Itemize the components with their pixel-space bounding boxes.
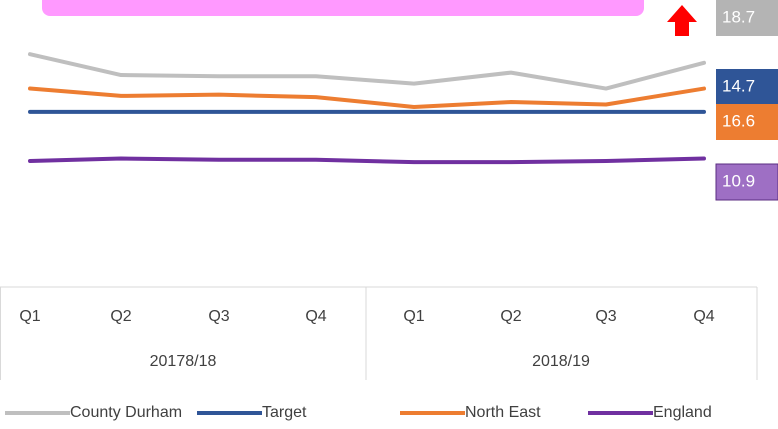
x-tick-label: Q2	[500, 308, 521, 325]
legend-label: Target	[262, 404, 307, 421]
series-line	[28, 86, 706, 109]
group-label: 2018/19	[532, 353, 590, 370]
x-tick-label: Q4	[305, 308, 326, 325]
legend-label: England	[653, 404, 712, 421]
x-tick-label: Q1	[19, 308, 40, 325]
end-label-box	[715, 163, 778, 201]
x-tick-label: Q2	[110, 308, 131, 325]
end-label: 14.7	[722, 76, 755, 95]
legend-label: North East	[465, 404, 541, 421]
end-label: 18.7	[722, 7, 755, 26]
x-tick-label: Q4	[693, 308, 714, 325]
series-line	[28, 156, 706, 165]
up-arrow	[667, 5, 697, 36]
end-label-box	[716, 104, 778, 140]
end-label: 10.9	[722, 171, 755, 190]
legend-label: County Durham	[70, 404, 182, 421]
end-label-box	[716, 0, 778, 36]
x-tick-label: Q3	[208, 308, 229, 325]
end-label-box	[716, 69, 778, 105]
banner	[42, 0, 644, 16]
x-tick-label: Q3	[595, 308, 616, 325]
group-label: 20178/18	[150, 353, 217, 370]
x-tick-label: Q1	[403, 308, 424, 325]
end-label: 16.6	[722, 111, 755, 130]
series-line	[28, 52, 706, 91]
